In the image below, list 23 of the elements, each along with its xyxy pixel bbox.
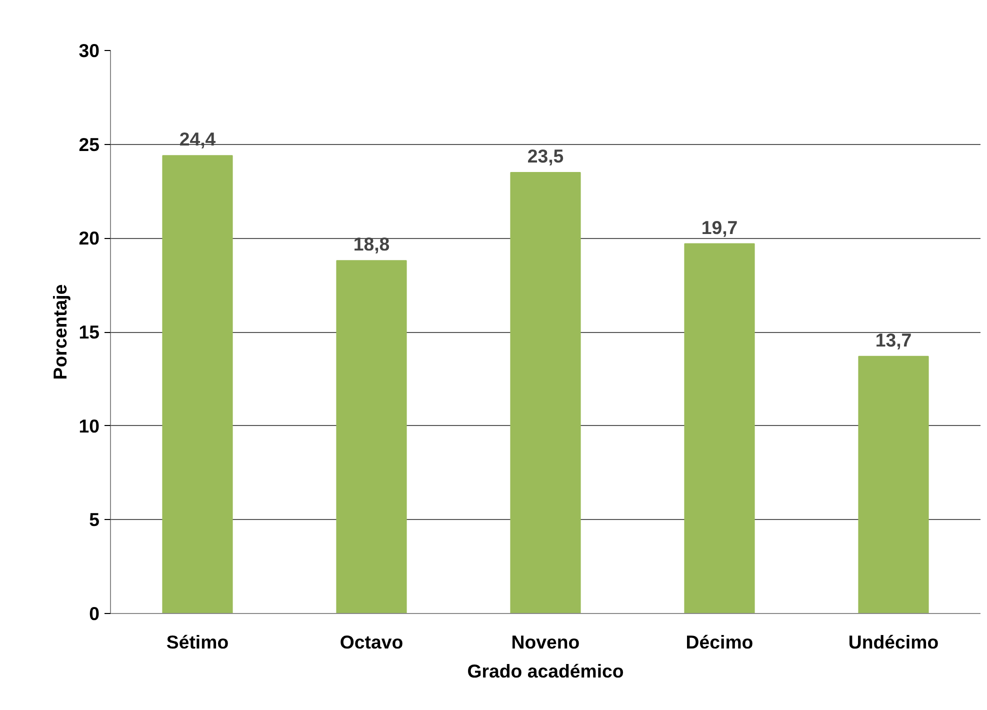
bar bbox=[162, 155, 233, 614]
y-tick-label: 0 bbox=[89, 603, 100, 624]
data-label: 18,8 bbox=[353, 234, 390, 255]
y-tick-label: 15 bbox=[78, 322, 100, 342]
y-axis-title: Porcentaje bbox=[50, 284, 71, 380]
x-tick-label: Octavo bbox=[340, 632, 404, 652]
x-tick-label: Décimo bbox=[686, 632, 754, 652]
x-axis-title: Grado académico bbox=[467, 660, 624, 682]
y-tick-label: 10 bbox=[78, 415, 100, 436]
data-label: 23,5 bbox=[527, 145, 564, 166]
bar bbox=[510, 172, 581, 614]
bar bbox=[336, 260, 407, 614]
y-tick-label: 5 bbox=[89, 509, 100, 530]
y-tick-label: 30 bbox=[78, 40, 100, 61]
x-tick-label: Sétimo bbox=[166, 632, 229, 652]
x-tick-label: Noveno bbox=[511, 632, 580, 652]
data-label: 13,7 bbox=[875, 329, 912, 350]
bar bbox=[858, 356, 929, 614]
x-tick-label: Undécimo bbox=[848, 632, 939, 652]
data-label: 19,7 bbox=[701, 216, 738, 238]
bar bbox=[684, 243, 755, 614]
y-tick-label: 20 bbox=[78, 228, 100, 249]
y-tick-label: 25 bbox=[78, 134, 100, 155]
